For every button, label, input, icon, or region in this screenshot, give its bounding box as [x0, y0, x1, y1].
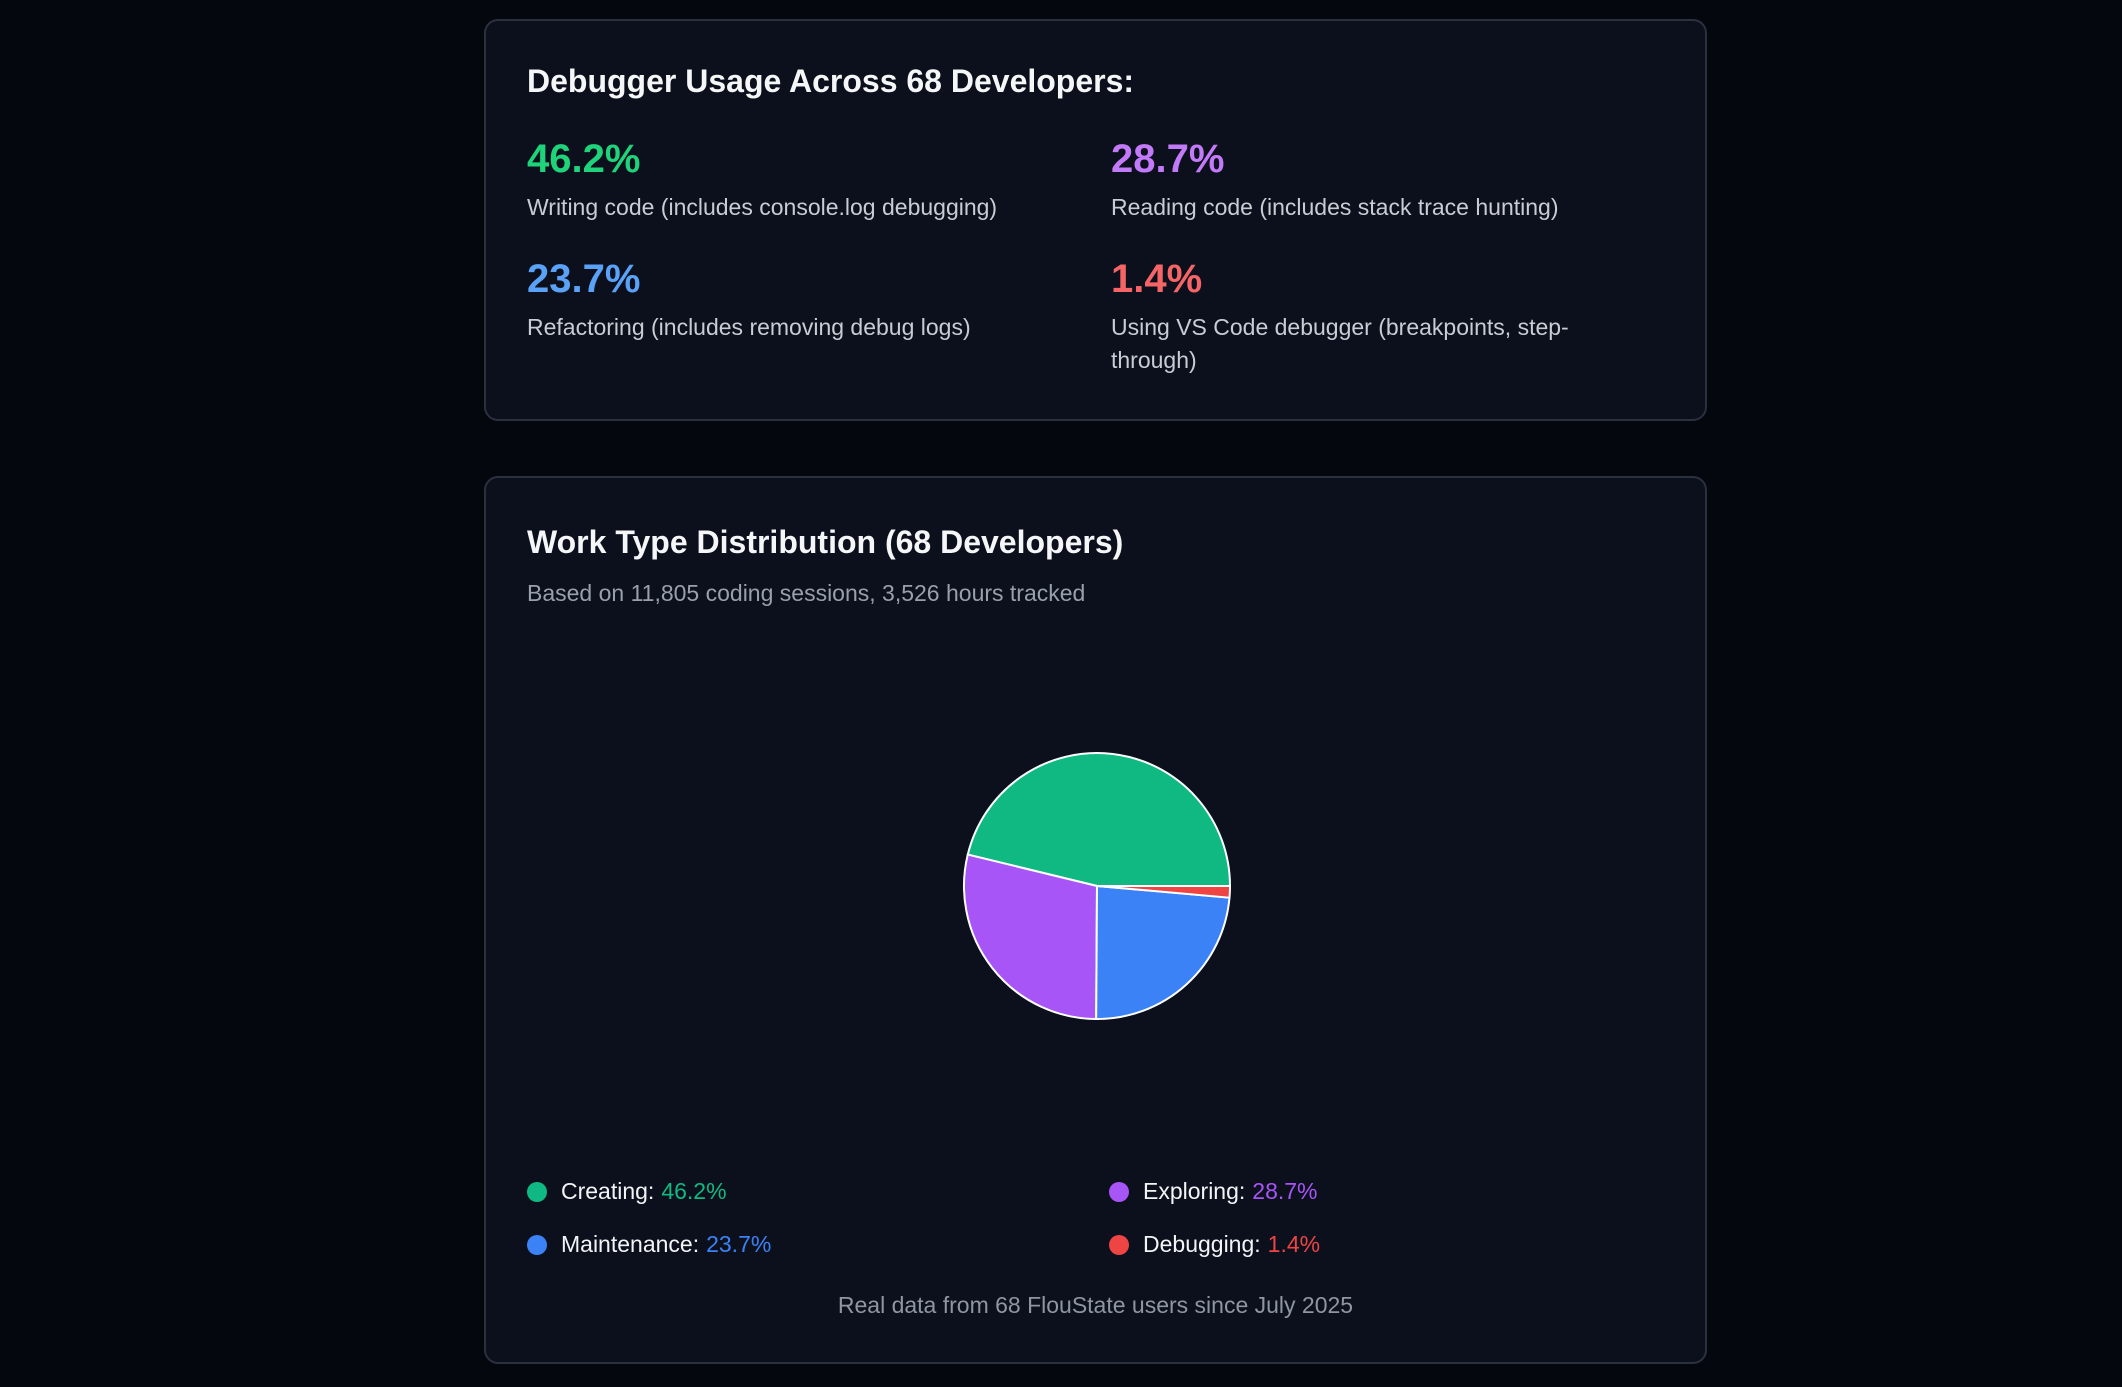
stat-label: Refactoring (includes removing debug log… — [527, 314, 971, 340]
work-distribution-card: Work Type Distribution (68 Developers) B… — [484, 476, 1707, 1364]
usage-card-title: Debugger Usage Across 68 Developers: — [527, 63, 1135, 99]
stat-label: Reading code (includes stack trace hunti… — [1111, 194, 1559, 220]
legend-label: Creating: — [561, 1178, 655, 1204]
stat-value: 46.2% — [527, 137, 641, 181]
legend-dot-icon — [1109, 1181, 1129, 1202]
pie-slice-exploring — [963, 853, 1099, 1021]
stat-value: 1.4% — [1111, 257, 1203, 301]
stat-value: 23.7% — [527, 257, 641, 301]
stat-debugger: 1.4% Using VS Code debugger (breakpoints… — [1111, 255, 1631, 377]
debugger-usage-card: Debugger Usage Across 68 Developers: 46.… — [484, 19, 1707, 421]
pie-slice-maintenance — [1095, 884, 1231, 1020]
legend-label: Debugging: — [1143, 1231, 1261, 1257]
stat-label: Writing code (includes console.log debug… — [527, 194, 998, 220]
legend-item-debugging: Debugging: 1.4% — [1109, 1231, 1320, 1258]
stat-value: 28.7% — [1111, 137, 1225, 181]
legend-value: 28.7% — [1252, 1178, 1318, 1204]
data-source-footer: Real data from 68 FlouState users since … — [837, 1292, 1354, 1318]
legend-item-creating: Creating: 46.2% — [527, 1178, 727, 1205]
stat-writing: 46.2% Writing code (includes console.log… — [527, 135, 1087, 224]
distribution-title: Work Type Distribution (68 Developers) — [527, 524, 1124, 560]
legend-item-maintenance: Maintenance: 23.7% — [527, 1231, 771, 1258]
legend-dot-icon — [527, 1181, 547, 1202]
legend-dot-icon — [527, 1234, 547, 1255]
pie-slice-debugging — [1096, 885, 1232, 899]
pie-chart — [963, 752, 1232, 1021]
legend-dot-icon — [1109, 1234, 1129, 1255]
stat-refactoring: 23.7% Refactoring (includes removing deb… — [527, 255, 1087, 344]
legend-value: 1.4% — [1267, 1231, 1321, 1257]
pie-slice-creating — [966, 752, 1232, 887]
legend-item-exploring: Exploring: 28.7% — [1109, 1178, 1318, 1205]
legend-value: 46.2% — [661, 1178, 727, 1204]
stat-label: Using VS Code debugger (breakpoints, ste… — [1111, 314, 1569, 373]
legend-value: 23.7% — [706, 1231, 772, 1257]
legend-label: Exploring: — [1143, 1178, 1246, 1204]
stat-reading: 28.7% Reading code (includes stack trace… — [1111, 135, 1671, 224]
distribution-subtitle: Based on 11,805 coding sessions, 3,526 h… — [527, 580, 1086, 606]
legend-label: Maintenance: — [561, 1231, 700, 1257]
